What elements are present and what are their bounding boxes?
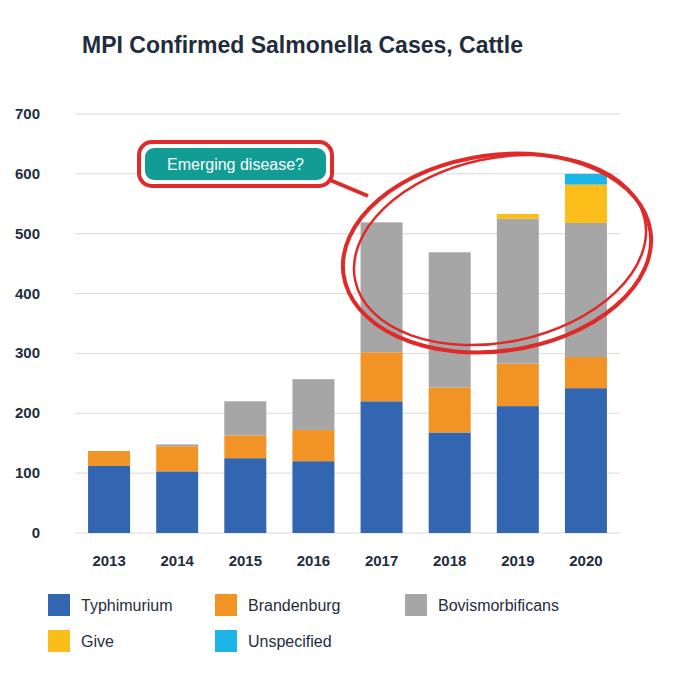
y-tick-label: 600 bbox=[15, 165, 40, 182]
y-tick-label: 500 bbox=[15, 225, 40, 242]
bar-segment bbox=[88, 451, 130, 466]
legend-swatch bbox=[405, 594, 427, 616]
bar-segment bbox=[88, 466, 130, 533]
bar-segment bbox=[429, 252, 471, 253]
legend-label: Give bbox=[81, 633, 114, 650]
bar-segment bbox=[292, 379, 334, 380]
x-tick-label: 2020 bbox=[569, 552, 602, 569]
bar-segment bbox=[565, 185, 607, 223]
bar-segment bbox=[156, 471, 198, 533]
legend-label: Typhimurium bbox=[81, 597, 173, 614]
bar-segment bbox=[292, 379, 334, 430]
annotation-box bbox=[145, 148, 326, 180]
bar-segment bbox=[429, 432, 471, 533]
legend-swatch bbox=[48, 594, 70, 616]
bar-segment bbox=[361, 222, 403, 352]
bar-segment bbox=[156, 446, 198, 471]
bar-segment bbox=[565, 174, 607, 185]
bar-segment bbox=[497, 213, 539, 214]
x-tick-label: 2019 bbox=[501, 552, 534, 569]
bar-segment bbox=[429, 252, 471, 387]
bar-segment bbox=[224, 435, 266, 458]
bar-segment bbox=[292, 379, 334, 380]
bar-segment bbox=[156, 444, 198, 445]
bar-segment bbox=[429, 252, 471, 253]
bar-segment bbox=[224, 401, 266, 435]
bars bbox=[88, 174, 607, 533]
legend-label: Unspecified bbox=[248, 633, 332, 650]
bar-segment bbox=[497, 364, 539, 406]
annotation-text: Emerging disease? bbox=[167, 156, 304, 173]
annotation-connector bbox=[330, 180, 368, 196]
bar-segment bbox=[361, 352, 403, 401]
bar-segment bbox=[88, 450, 130, 451]
chart-container: MPI Confirmed Salmonella Cases, Cattle 0 1… bbox=[0, 0, 680, 680]
legend-label: Brandenburg bbox=[248, 597, 341, 614]
highlight-ellipse bbox=[330, 134, 664, 371]
bar-segment bbox=[156, 444, 198, 445]
bar-segment bbox=[224, 401, 266, 402]
x-tick-label: 2015 bbox=[229, 552, 262, 569]
bar-segment bbox=[361, 222, 403, 223]
annotation-border bbox=[139, 142, 332, 186]
y-tick-label: 0 bbox=[32, 524, 40, 541]
legend-swatch bbox=[215, 594, 237, 616]
bar-segment bbox=[565, 388, 607, 533]
legend-swatch bbox=[215, 630, 237, 652]
bar-segment bbox=[224, 401, 266, 402]
bar-segment bbox=[565, 223, 607, 357]
bar-segment bbox=[565, 357, 607, 388]
legend-swatch bbox=[48, 630, 70, 652]
bar-segment bbox=[429, 388, 471, 433]
bar-segment bbox=[156, 444, 198, 446]
bar-segment bbox=[292, 461, 334, 533]
chart-svg: MPI Confirmed Salmonella Cases, Cattle 0 1… bbox=[0, 0, 680, 680]
bar-segment bbox=[361, 401, 403, 533]
grid-line bbox=[75, 114, 620, 115]
y-tick-label: 700 bbox=[15, 105, 40, 122]
legend-label: Bovismorbificans bbox=[438, 597, 559, 614]
bar-segment bbox=[361, 222, 403, 223]
x-tick-label: 2017 bbox=[365, 552, 398, 569]
y-tick-label: 200 bbox=[15, 404, 40, 421]
annotation: Emerging disease? bbox=[139, 129, 664, 371]
bar-segment bbox=[292, 430, 334, 461]
title: MPI Confirmed Salmonella Cases, Cattle bbox=[82, 32, 523, 58]
legend: Typhimurium Brandenburg Bovismorbificans Gi… bbox=[48, 594, 559, 652]
highlight-ellipse bbox=[336, 129, 664, 371]
y-tick-label: 100 bbox=[15, 464, 40, 481]
x-tick-label: 2014 bbox=[161, 552, 195, 569]
grid bbox=[75, 114, 620, 533]
bar-segment bbox=[88, 450, 130, 451]
bar-segment bbox=[497, 214, 539, 219]
bar-segment bbox=[497, 406, 539, 533]
bar-segment bbox=[224, 458, 266, 533]
y-tick-label: 300 bbox=[15, 344, 40, 361]
x-tick-label: 2016 bbox=[297, 552, 330, 569]
x-tick-label: 2013 bbox=[92, 552, 125, 569]
bar-segment bbox=[88, 450, 130, 451]
y-tick-label: 400 bbox=[15, 285, 40, 302]
x-tick-label: 2018 bbox=[433, 552, 466, 569]
